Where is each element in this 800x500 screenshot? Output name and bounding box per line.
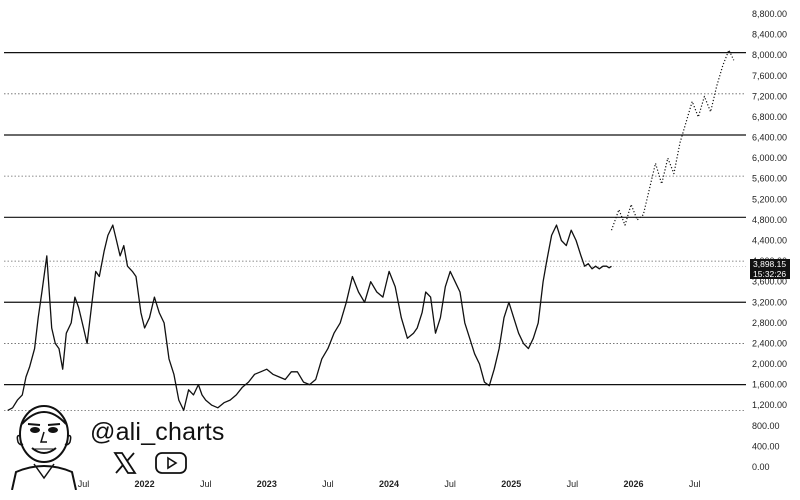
y-tick-label: 2,400.00 <box>752 338 787 348</box>
x-tick-label: 2025 <box>501 479 521 489</box>
y-tick-label: 2,000.00 <box>752 359 787 369</box>
x-tick-label: Jul <box>200 479 212 489</box>
y-tick-label: 3,600.00 <box>752 277 787 287</box>
y-tick-label: 5,600.00 <box>752 174 787 184</box>
current-price-value: 3,898.15 <box>753 259 787 269</box>
y-tick-label: 4,400.00 <box>752 236 787 246</box>
y-tick-label: 2,800.00 <box>752 318 787 328</box>
x-axis: 2021Jul2022Jul2023Jul2024Jul2025Jul2026J… <box>12 479 700 489</box>
y-tick-label: 6,400.00 <box>752 133 787 143</box>
projected-path-line <box>610 49 735 231</box>
youtube-play-icon <box>155 452 187 474</box>
y-tick-label: 400.00 <box>752 441 780 451</box>
x-tick-label: 2023 <box>257 479 277 489</box>
y-tick-label: 3,200.00 <box>752 297 787 307</box>
y-tick-label: 1,600.00 <box>752 380 787 390</box>
y-tick-label: 7,200.00 <box>752 91 787 101</box>
candle-countdown: 15:32:26 <box>753 268 787 279</box>
y-tick-label: 7,600.00 <box>752 71 787 81</box>
current-price-tag: 3,898.15 15:32:26 <box>750 259 790 279</box>
x-tick-label: 2026 <box>624 479 644 489</box>
author-cartoon-avatar <box>11 405 77 491</box>
y-tick-label: 5,200.00 <box>752 194 787 204</box>
x-tick-label: 2024 <box>379 479 399 489</box>
y-tick-label: 1,200.00 <box>752 400 787 410</box>
x-tick-label: Jul <box>322 479 334 489</box>
y-axis: 8,800.00 8,400.00 8,000.00 7,600.00 7,200.00… <box>752 9 787 472</box>
x-tick-label: Jul <box>78 479 90 489</box>
horizontal-levels <box>4 52 746 411</box>
x-tick-label: 2022 <box>135 479 155 489</box>
price-series <box>7 49 735 412</box>
y-tick-label: 800.00 <box>752 421 780 431</box>
y-tick-label: 8,400.00 <box>752 30 787 40</box>
y-tick-label: 6,800.00 <box>752 112 787 122</box>
social-icons <box>112 450 188 476</box>
x-tick-label: Jul <box>567 479 579 489</box>
x-tick-label: Jul <box>444 479 456 489</box>
y-tick-label: 4,800.00 <box>752 215 787 225</box>
author-watermark <box>4 394 244 494</box>
y-tick-label: 6,000.00 <box>752 153 787 163</box>
x-logo-icon <box>113 452 137 474</box>
y-tick-label: 8,800.00 <box>752 9 787 19</box>
author-handle: @ali_charts <box>90 418 225 446</box>
price-history-line <box>7 224 612 412</box>
y-tick-label: 8,000.00 <box>752 50 787 60</box>
y-tick-label: 0.00 <box>752 462 770 472</box>
x-tick-label: Jul <box>689 479 701 489</box>
